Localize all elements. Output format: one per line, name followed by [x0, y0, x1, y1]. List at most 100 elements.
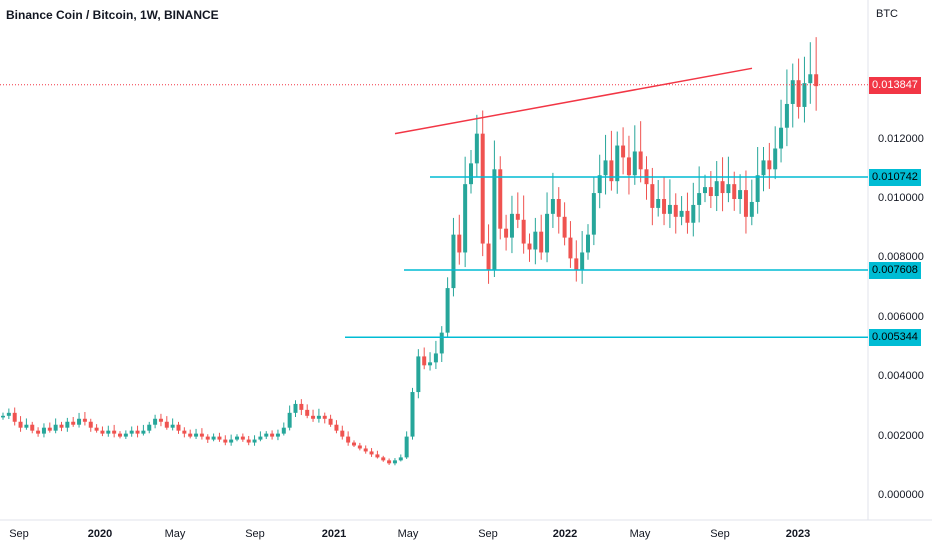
candle-body: [708, 187, 713, 197]
candle-body: [580, 252, 585, 271]
candle-body: [235, 436, 239, 440]
candle-body: [626, 157, 631, 176]
candle-body: [182, 430, 187, 434]
candle-body: [299, 403, 304, 410]
candle-body: [521, 219, 526, 244]
y-tick-label: 0.012000: [878, 132, 924, 145]
candle-body: [264, 433, 269, 437]
candle-body: [416, 356, 421, 393]
candle-body: [82, 418, 87, 422]
candle-body: [281, 427, 286, 434]
candle-body: [469, 163, 473, 185]
candle-body: [176, 424, 181, 431]
x-tick-label: May: [397, 528, 419, 540]
candle-body: [679, 210, 684, 217]
candle-body: [47, 427, 52, 431]
candle-body: [357, 445, 362, 449]
candle-body: [270, 433, 275, 437]
candle-body: [199, 433, 204, 437]
y-tick-label: 0.000000: [878, 489, 924, 501]
candle-body: [726, 184, 731, 194]
candle-body: [246, 439, 251, 443]
candle-body: [340, 430, 345, 437]
x-tick-label: 2021: [321, 528, 347, 540]
candle-body: [422, 356, 427, 366]
candle-body: [24, 424, 29, 428]
candle-body: [591, 193, 596, 235]
candle-body: [814, 74, 819, 87]
resistance-trendline: [394, 67, 753, 135]
candle-body: [714, 181, 719, 197]
candle-body: [1, 415, 5, 418]
candle-body: [609, 160, 614, 182]
candle-body: [141, 430, 146, 434]
candle-body: [697, 193, 702, 205]
candle-body: [158, 418, 163, 422]
candle-body: [550, 199, 555, 214]
last-price-badge: 0.013847: [869, 76, 921, 94]
candle-body: [112, 430, 117, 434]
candle-body: [656, 199, 661, 208]
candle-body: [533, 231, 538, 250]
candle-body: [685, 210, 690, 223]
candle-body: [621, 145, 626, 158]
candle-body: [574, 258, 579, 271]
level-price-badge: 0.010742: [869, 168, 921, 186]
x-tick-label: Sep: [9, 528, 29, 540]
candle-body: [509, 213, 514, 238]
candle-body: [404, 436, 409, 458]
candle-body: [258, 436, 263, 440]
candle-body: [170, 424, 175, 428]
candle-body: [123, 433, 128, 437]
candle-body: [205, 436, 210, 440]
y-tick-label: 0.006000: [878, 310, 924, 323]
candle-body: [755, 175, 760, 202]
candle-body: [240, 436, 245, 440]
currency-label: BTC: [876, 8, 898, 20]
candle-body: [586, 234, 590, 253]
candle-body: [135, 430, 140, 434]
x-tick-label: 2023: [785, 528, 811, 540]
candle-body: [784, 103, 789, 128]
candle-body: [603, 160, 608, 176]
candle-body: [474, 133, 479, 164]
candle-body: [65, 421, 70, 428]
candle-body: [597, 175, 602, 194]
candle-body: [316, 415, 321, 419]
candle-body: [381, 457, 386, 461]
candle-body: [147, 424, 152, 431]
candle-body: [30, 424, 35, 431]
candle-body: [662, 199, 667, 214]
candle-body: [322, 415, 327, 419]
candle-body: [527, 243, 532, 250]
candle-body: [363, 448, 368, 452]
candle-body: [451, 234, 456, 289]
level-price-badge: 0.007608: [869, 262, 921, 280]
candle-body: [252, 439, 257, 443]
x-tick-label: 2020: [87, 528, 113, 540]
candle-body: [18, 421, 23, 428]
y-tick-label: 0.008000: [878, 251, 924, 264]
candle-body: [463, 184, 468, 253]
candle-body: [738, 190, 743, 199]
candle-body: [650, 184, 655, 208]
candle-body: [36, 430, 41, 434]
candle-body: [433, 353, 438, 363]
candle-body: [94, 427, 99, 431]
candle-body: [632, 151, 637, 176]
candle-body: [6, 412, 11, 416]
candle-body: [703, 187, 707, 194]
candle-body: [88, 421, 93, 428]
candle-body: [492, 169, 497, 271]
candle-body: [287, 412, 292, 428]
candle-body: [59, 424, 64, 428]
candle-body: [743, 190, 748, 217]
candle-body: [229, 439, 234, 443]
candle-body: [375, 454, 380, 458]
candle-body: [720, 181, 725, 194]
candle-body: [77, 418, 82, 425]
candle-body: [334, 424, 339, 431]
candle-body: [293, 403, 298, 413]
level-price-badge: 0.005344: [869, 329, 921, 347]
